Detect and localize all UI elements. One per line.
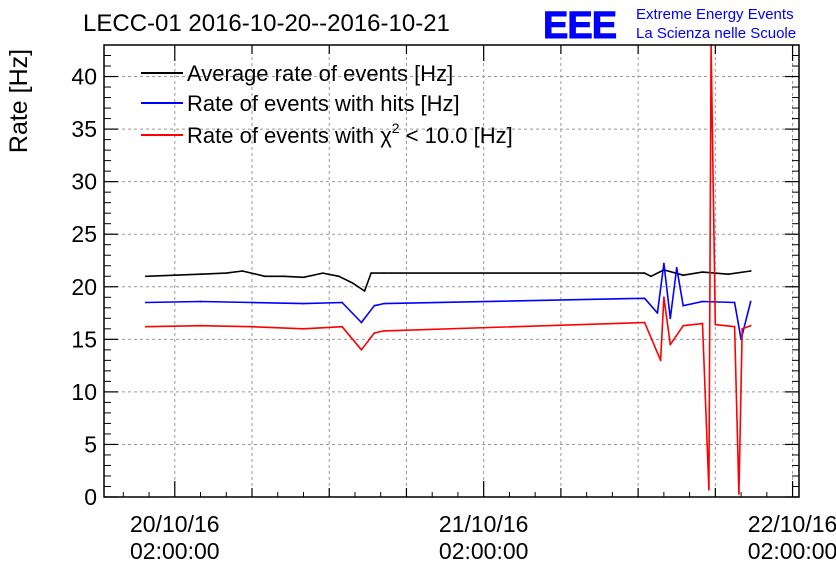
data-point-average	[749, 270, 752, 272]
data-point-chi2	[251, 325, 253, 328]
data-point-chi2	[749, 324, 752, 327]
y-tick-label: 0	[84, 484, 97, 510]
data-point-hits	[669, 317, 672, 320]
chart-title: LECC-01 2016-10-20--2016-10-21	[83, 10, 450, 37]
y-tick-label: 40	[71, 64, 97, 90]
data-point-chi2	[659, 359, 662, 362]
legend: Average rate of events [Hz] Rate of even…	[141, 61, 513, 148]
data-point-average	[682, 274, 685, 277]
data-point-average	[199, 273, 202, 276]
x-tick-label-time: 02:00:00	[439, 538, 529, 564]
series-group	[144, 44, 752, 495]
legend-chi2-symbol: χ	[380, 123, 392, 148]
data-point-chi2	[733, 325, 736, 328]
logo-mark: EEE	[543, 5, 616, 47]
series-line-hits	[145, 262, 752, 341]
data-point-hits	[302, 302, 305, 305]
eee-logo: EEE Extreme Energy Events La Scienza nel…	[543, 5, 797, 48]
plot-frame	[103, 44, 800, 498]
data-point-chi2	[669, 343, 672, 346]
y-tick-label: 15	[71, 326, 97, 352]
data-point-average	[650, 275, 652, 278]
data-point-hits	[373, 304, 376, 307]
data-point-hits	[341, 301, 343, 304]
data-point-hits	[749, 300, 752, 303]
x-tick-label-time: 02:00:00	[130, 538, 220, 564]
x-tick-label-date: 20/10/16	[130, 511, 220, 537]
data-point-hits	[663, 262, 665, 265]
data-point-hits	[383, 302, 385, 305]
y-tick-label: 25	[71, 221, 97, 247]
data-point-average	[701, 271, 704, 273]
data-point-average	[350, 281, 353, 284]
data-point-chi2	[714, 323, 717, 326]
y-axis-label: Rate [Hz]	[5, 49, 33, 153]
data-point-average	[321, 272, 324, 274]
data-point-chi2	[682, 324, 685, 327]
legend-label-chi2: Rate of events with χ2 < 10.0 [Hz]	[187, 120, 513, 148]
data-point-average	[383, 272, 385, 274]
data-point-average	[173, 274, 176, 277]
data-point-hits	[251, 301, 253, 304]
data-point-average	[283, 275, 286, 278]
data-point-hits	[733, 301, 736, 304]
legend-chi2-superscript: 2	[392, 120, 400, 136]
data-point-chi2	[383, 330, 385, 332]
x-tick-label-date: 21/10/16	[439, 511, 529, 537]
data-point-hits	[360, 321, 363, 324]
legend-label-hits: Rate of events with hits [Hz]	[187, 91, 460, 116]
data-point-hits	[199, 300, 202, 303]
data-point-chi2	[373, 332, 376, 334]
data-point-chi2	[663, 296, 665, 299]
data-point-average	[225, 272, 228, 274]
data-point-chi2	[643, 321, 646, 324]
data-point-average	[302, 276, 305, 279]
data-point-average	[363, 290, 366, 292]
data-point-average	[643, 272, 646, 274]
data-point-chi2	[738, 492, 740, 495]
logo-line-1: Extreme Energy Events	[636, 6, 794, 23]
y-tick-label: 30	[71, 169, 97, 195]
y-tick-label: 35	[71, 116, 97, 142]
x-tick-label-time: 02:00:00	[748, 538, 836, 564]
data-point-chi2	[341, 325, 343, 328]
data-point-chi2	[701, 322, 704, 325]
data-point-chi2	[708, 488, 710, 491]
data-point-average	[241, 270, 244, 272]
data-point-hits	[682, 304, 685, 307]
data-point-average	[727, 273, 730, 276]
data-point-average	[144, 275, 147, 278]
x-tick-label-date: 22/10/16	[748, 511, 836, 537]
data-point-average	[370, 272, 372, 274]
data-point-chi2	[144, 325, 147, 328]
data-point-average	[264, 275, 266, 278]
data-point-hits	[675, 266, 678, 269]
data-point-chi2	[199, 324, 202, 327]
grid	[104, 45, 799, 497]
data-point-hits	[701, 300, 704, 303]
data-point-chi2	[302, 327, 305, 330]
y-tick-label: 5	[84, 431, 97, 457]
legend-chi2-prefix: Rate of events with	[187, 123, 380, 148]
data-point-hits	[656, 312, 659, 314]
data-point-chi2	[360, 348, 363, 351]
data-point-hits	[643, 297, 646, 300]
y-tick-label: 10	[71, 379, 97, 405]
logo-line-2: La Scienza nelle Scuole	[636, 25, 796, 42]
y-tick-label: 20	[71, 274, 97, 300]
legend-label-average: Average rate of events [Hz]	[187, 61, 453, 86]
legend-chi2-suffix: < 10.0 [Hz]	[400, 123, 513, 148]
data-point-hits	[144, 301, 147, 304]
axes: 051015202530354020/10/1602:00:0021/10/16…	[71, 44, 836, 564]
data-point-average	[338, 275, 340, 278]
data-point-chi2	[741, 327, 744, 330]
